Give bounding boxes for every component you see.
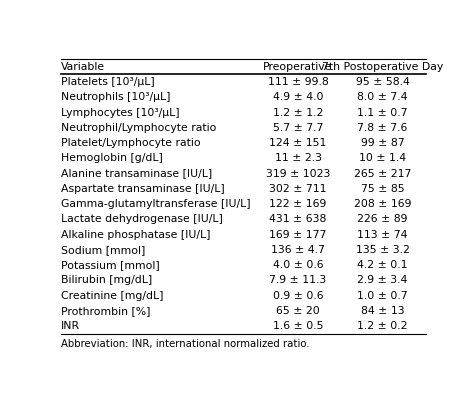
Text: 2.9 ± 3.4: 2.9 ± 3.4	[357, 275, 408, 286]
Text: Neutrophils [10³/μL]: Neutrophils [10³/μL]	[61, 92, 171, 102]
Text: 84 ± 13: 84 ± 13	[361, 306, 404, 316]
Text: Hemoglobin [g/dL]: Hemoglobin [g/dL]	[61, 153, 163, 163]
Text: 265 ± 217: 265 ± 217	[354, 168, 411, 178]
Text: Platelet/Lymphocyte ratio: Platelet/Lymphocyte ratio	[61, 138, 201, 148]
Text: Gamma-glutamyltransferase [IU/L]: Gamma-glutamyltransferase [IU/L]	[61, 199, 251, 209]
Text: Lactate dehydrogenase [IU/L]: Lactate dehydrogenase [IU/L]	[61, 214, 223, 224]
Text: 431 ± 638: 431 ± 638	[269, 214, 327, 224]
Text: 10 ± 1.4: 10 ± 1.4	[359, 153, 406, 163]
Text: 1.2 ± 1.2: 1.2 ± 1.2	[273, 107, 323, 117]
Text: 1.2 ± 0.2: 1.2 ± 0.2	[357, 321, 408, 331]
Text: 99 ± 87: 99 ± 87	[361, 138, 404, 148]
Text: 136 ± 4.7: 136 ± 4.7	[271, 245, 325, 255]
Text: 208 ± 169: 208 ± 169	[354, 199, 411, 209]
Text: 135 ± 3.2: 135 ± 3.2	[356, 245, 410, 255]
Text: Variable: Variable	[61, 62, 105, 72]
Text: INR: INR	[61, 321, 80, 331]
Text: 302 ± 711: 302 ± 711	[269, 184, 327, 194]
Text: 0.9 ± 0.6: 0.9 ± 0.6	[273, 291, 323, 301]
Text: 5.7 ± 7.7: 5.7 ± 7.7	[273, 123, 323, 133]
Text: 111 ± 99.8: 111 ± 99.8	[268, 77, 328, 87]
Text: Lymphocytes [10³/μL]: Lymphocytes [10³/μL]	[61, 107, 180, 117]
Text: 11 ± 2.3: 11 ± 2.3	[274, 153, 321, 163]
Text: 4.9 ± 4.0: 4.9 ± 4.0	[273, 92, 323, 102]
Text: Potassium [mmol]: Potassium [mmol]	[61, 260, 160, 270]
Text: Bilirubin [mg/dL]: Bilirubin [mg/dL]	[61, 275, 152, 286]
Text: 319 ± 1023: 319 ± 1023	[266, 168, 330, 178]
Text: 169 ± 177: 169 ± 177	[269, 229, 327, 239]
Text: 1.0 ± 0.7: 1.0 ± 0.7	[357, 291, 408, 301]
Text: 4.0 ± 0.6: 4.0 ± 0.6	[273, 260, 323, 270]
Text: 226 ± 89: 226 ± 89	[357, 214, 408, 224]
Text: 7th Postoperative Day: 7th Postoperative Day	[322, 62, 443, 72]
Text: Creatinine [mg/dL]: Creatinine [mg/dL]	[61, 291, 164, 301]
Text: 95 ± 58.4: 95 ± 58.4	[356, 77, 410, 87]
Text: Prothrombin [%]: Prothrombin [%]	[61, 306, 151, 316]
Text: 8.0 ± 7.4: 8.0 ± 7.4	[357, 92, 408, 102]
Text: 113 ± 74: 113 ± 74	[357, 229, 408, 239]
Text: 1.6 ± 0.5: 1.6 ± 0.5	[273, 321, 323, 331]
Text: 122 ± 169: 122 ± 169	[269, 199, 327, 209]
Text: Aspartate transaminase [IU/L]: Aspartate transaminase [IU/L]	[61, 184, 225, 194]
Text: Alkaline phosphatase [IU/L]: Alkaline phosphatase [IU/L]	[61, 229, 210, 239]
Text: 1.1 ± 0.7: 1.1 ± 0.7	[357, 107, 408, 117]
Text: Neutrophil/Lymphocyte ratio: Neutrophil/Lymphocyte ratio	[61, 123, 217, 133]
Text: Preoperative: Preoperative	[264, 62, 333, 72]
Text: Platelets [10³/μL]: Platelets [10³/μL]	[61, 77, 155, 87]
Text: 124 ± 151: 124 ± 151	[269, 138, 327, 148]
Text: Alanine transaminase [IU/L]: Alanine transaminase [IU/L]	[61, 168, 212, 178]
Text: 75 ± 85: 75 ± 85	[361, 184, 404, 194]
Text: Abbreviation: INR, international normalized ratio.: Abbreviation: INR, international normali…	[61, 339, 310, 349]
Text: 7.8 ± 7.6: 7.8 ± 7.6	[357, 123, 408, 133]
Text: 4.2 ± 0.1: 4.2 ± 0.1	[357, 260, 408, 270]
Text: 7.9 ± 11.3: 7.9 ± 11.3	[269, 275, 327, 286]
Text: 65 ± 20: 65 ± 20	[276, 306, 320, 316]
Text: Sodium [mmol]: Sodium [mmol]	[61, 245, 146, 255]
